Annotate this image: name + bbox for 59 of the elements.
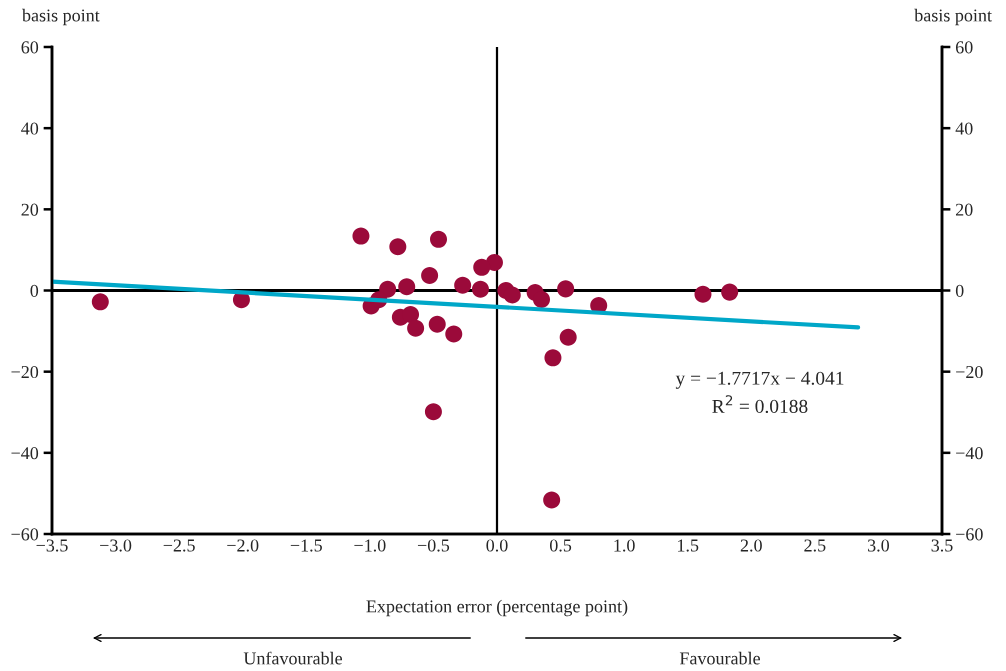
point — [402, 305, 420, 323]
point — [454, 276, 472, 294]
y2-axis-title: basis point — [914, 8, 992, 26]
x-tick-label: −1.5 — [290, 539, 322, 552]
x-tick-label: 0.0 — [486, 539, 508, 552]
point — [445, 325, 463, 343]
x-tick-label: 2.5 — [804, 539, 826, 552]
point — [379, 280, 397, 298]
x-tick-label: −2.0 — [227, 539, 259, 552]
y-tick-label: 60 — [21, 41, 39, 54]
x-tick-label: 3.5 — [931, 539, 953, 552]
y2-tick-label: 40 — [955, 122, 973, 135]
x-tick-label: 0.5 — [549, 539, 572, 552]
x-tick-label: −2.5 — [163, 539, 195, 552]
point — [352, 227, 370, 245]
y-tick-label: −20 — [11, 365, 39, 379]
annotation: y = −1.7717x − 4.041 — [675, 371, 844, 389]
x-tick-label: 3.0 — [868, 539, 890, 552]
x-tick-label: 1.5 — [678, 539, 699, 552]
point — [544, 349, 562, 367]
y-tick-label: −60 — [11, 528, 39, 541]
point — [389, 238, 407, 256]
x-tick-label: 1.0 — [614, 539, 635, 552]
y-tick-label: 40 — [21, 122, 39, 135]
point — [543, 491, 561, 509]
x-tick-label: −0.5 — [417, 539, 450, 552]
y2-tick-label: −20 — [956, 365, 983, 379]
point — [532, 290, 551, 308]
x-tick-label: −3.5 — [36, 539, 68, 552]
x-tick-label: −1.0 — [354, 539, 386, 552]
y2-tick-label: −60 — [956, 528, 983, 541]
x-axis-title: Expectation error (percentage point) — [366, 599, 628, 617]
y-tick-label: 20 — [21, 203, 39, 216]
x-tick-label: 2.0 — [740, 539, 762, 552]
text: Favourable — [679, 651, 760, 665]
point — [421, 266, 439, 284]
y2-tick-label: 60 — [955, 41, 973, 54]
point — [91, 293, 109, 311]
point — [424, 403, 442, 421]
x-tick-label: −3.0 — [100, 539, 132, 552]
y2-tick-label: 0 — [955, 284, 964, 297]
point — [471, 280, 489, 298]
point — [721, 283, 739, 301]
annotation: R$^{2}$ = 0.0188 — [712, 395, 808, 414]
point — [430, 230, 448, 248]
y-tick-label: −40 — [11, 447, 39, 460]
point — [407, 319, 425, 337]
point — [503, 286, 521, 304]
point — [428, 315, 446, 333]
y2-tick-label: −40 — [956, 447, 983, 460]
point — [559, 328, 577, 346]
point — [398, 278, 416, 296]
point — [473, 258, 491, 276]
y-tick-label: 0 — [30, 284, 39, 297]
point — [557, 280, 575, 298]
y-axis-title: basis point — [22, 8, 100, 26]
text: Unfavourable — [243, 651, 342, 665]
y2-tick-label: 20 — [955, 203, 973, 216]
point — [694, 285, 712, 303]
